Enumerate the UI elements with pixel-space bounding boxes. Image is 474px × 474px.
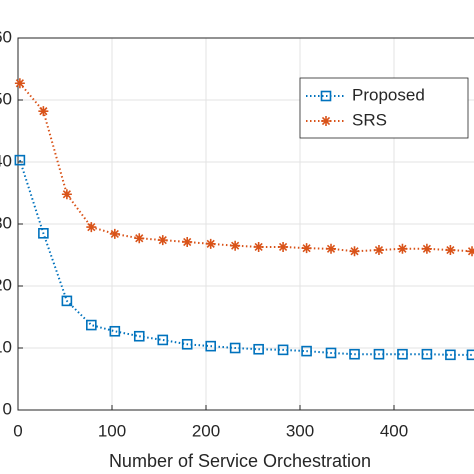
- marker: [421, 243, 432, 254]
- marker: [38, 106, 49, 117]
- marker: [134, 233, 145, 244]
- marker: [373, 348, 385, 360]
- y-tick-label: 30: [0, 213, 12, 232]
- marker: [182, 236, 193, 247]
- legend-box: [299, 77, 469, 139]
- legend-label: SRS: [352, 110, 387, 129]
- marker: [14, 154, 26, 166]
- legend-label: Proposed: [352, 85, 425, 104]
- x-tick-label: 400: [380, 421, 408, 440]
- marker: [229, 342, 241, 354]
- marker: [325, 347, 337, 359]
- x-tick-label: 200: [192, 421, 220, 440]
- marker: [109, 325, 121, 337]
- marker: [326, 243, 337, 254]
- marker: [397, 348, 408, 360]
- marker: [277, 344, 289, 356]
- marker: [445, 245, 456, 256]
- marker: [466, 349, 474, 361]
- marker: [421, 348, 433, 360]
- marker: [86, 222, 97, 233]
- marker: [278, 241, 289, 252]
- marker: [61, 189, 72, 200]
- marker: [205, 238, 216, 249]
- marker: [445, 349, 456, 361]
- x-tick-label: 100: [98, 421, 126, 440]
- y-tick-label: 60: [0, 27, 12, 46]
- marker: [301, 243, 312, 254]
- marker: [397, 243, 408, 254]
- marker: [61, 295, 73, 307]
- marker: [320, 90, 332, 102]
- marker: [109, 228, 120, 239]
- marker: [157, 235, 168, 246]
- marker: [253, 343, 264, 355]
- marker: [38, 228, 49, 239]
- marker: [205, 340, 216, 352]
- marker: [467, 246, 474, 257]
- marker: [230, 240, 241, 251]
- marker: [86, 319, 97, 331]
- y-tick-label: 20: [0, 275, 12, 294]
- y-tick-label: 50: [0, 89, 12, 108]
- marker: [373, 245, 384, 256]
- marker: [133, 330, 145, 342]
- x-axis-label: Number of Service Orchestration: [109, 451, 371, 471]
- y-tick-label: 10: [0, 337, 12, 356]
- marker: [349, 246, 360, 257]
- marker: [157, 334, 169, 346]
- marker: [349, 348, 360, 360]
- marker: [321, 116, 331, 126]
- marker: [253, 241, 264, 252]
- plot-frame: [17, 37, 474, 411]
- y-tick-label: 0: [3, 399, 12, 418]
- y-tick-label: 40: [0, 151, 12, 170]
- legend: Proposed SRS: [299, 77, 469, 139]
- x-tick-label: 0: [13, 421, 22, 440]
- marker: [181, 338, 193, 350]
- marker: [14, 78, 25, 89]
- x-tick-label: 300: [286, 421, 314, 440]
- marker: [301, 345, 312, 357]
- series-line: [18, 159, 473, 356]
